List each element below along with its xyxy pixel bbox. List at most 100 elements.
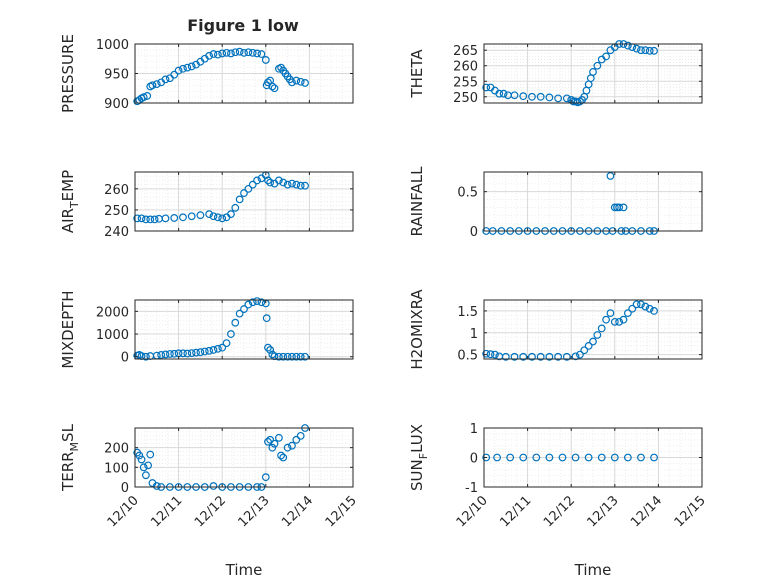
data-point <box>161 75 170 84</box>
data-point <box>222 339 231 348</box>
data-point <box>482 349 491 358</box>
data-point <box>274 176 283 185</box>
data-point <box>227 49 235 58</box>
data-point <box>144 461 152 470</box>
data-point <box>244 48 253 57</box>
y-axis-label: SUNFLUX <box>408 424 430 491</box>
y-axis-label: PRESSURE <box>59 34 77 113</box>
y-tick-label: 0.5 <box>457 349 478 364</box>
data-point <box>589 68 597 76</box>
data-point <box>296 352 305 361</box>
data-point <box>253 49 261 58</box>
data-point <box>482 453 491 462</box>
data-point <box>257 298 266 307</box>
x-tick-label: 12/10 <box>105 493 142 530</box>
data-point <box>227 210 235 219</box>
data-point <box>576 350 584 359</box>
data-point <box>179 349 187 358</box>
data-point <box>253 176 261 185</box>
data-point <box>270 352 279 361</box>
data-point <box>501 352 510 361</box>
data-point <box>296 77 305 86</box>
y-tick-label: -1 <box>465 481 478 496</box>
data-point <box>209 482 218 490</box>
data-point <box>141 471 150 480</box>
subplot-air-temp: 240 250 260 AIRTEMP <box>59 170 354 240</box>
data-point <box>266 346 275 354</box>
x-axis-label: Time <box>574 561 612 579</box>
data-point <box>536 352 545 361</box>
data-point <box>274 352 283 361</box>
data-point <box>222 48 231 57</box>
y-tick-label: 255 <box>453 75 478 90</box>
axes-box <box>134 427 354 488</box>
data-point <box>264 78 272 87</box>
data-point <box>528 352 536 361</box>
data-point <box>183 349 192 358</box>
x-axis-label: Time <box>225 561 263 579</box>
y-tick-label: 0 <box>470 452 478 467</box>
data-point <box>493 453 501 462</box>
data-point <box>584 453 593 462</box>
data-point <box>231 48 240 57</box>
y-axis-label: THETA <box>408 49 426 99</box>
data-point <box>532 453 541 462</box>
data-point <box>288 179 296 188</box>
x-tick-label: 12/11 <box>497 493 534 530</box>
x-tick-label: 12/14 <box>279 493 316 530</box>
data-point <box>268 443 277 452</box>
axes-box <box>483 299 703 360</box>
data-point <box>205 51 214 60</box>
data-point <box>628 304 637 313</box>
y-tick-label: 0 <box>121 481 129 496</box>
data-point <box>288 441 296 450</box>
y-axis-label: MIXDEPTH <box>59 290 77 368</box>
data-point <box>209 212 218 221</box>
data-point <box>205 210 214 219</box>
data-point <box>296 181 305 190</box>
data-point <box>187 212 196 221</box>
data-point <box>152 482 161 490</box>
data-point <box>165 74 174 83</box>
data-point <box>240 48 248 57</box>
data-point <box>196 348 205 357</box>
data-point <box>218 49 227 58</box>
y-tick-label: 900 <box>104 97 129 112</box>
subplot-rainfall: 0 0.5 RAINFALL <box>408 166 703 240</box>
data-point <box>266 178 275 187</box>
y-tick-label: 100 <box>104 461 129 476</box>
x-tick-label: 12/12 <box>192 493 229 530</box>
data-point <box>650 46 658 55</box>
data-point <box>274 433 283 442</box>
x-tick-label: 12/13 <box>585 493 622 530</box>
data-point <box>482 83 491 92</box>
data-point <box>510 91 519 100</box>
data-point <box>288 78 296 87</box>
data-point <box>606 309 615 318</box>
x-tick-label: 12/15 <box>672 493 709 530</box>
data-point <box>200 347 209 356</box>
data-point <box>283 352 292 361</box>
y-tick-label: 240 <box>104 225 129 240</box>
data-point <box>268 350 277 359</box>
data-point <box>261 56 270 64</box>
data-point <box>187 62 196 71</box>
y-tick-label: 1.5 <box>457 305 478 320</box>
data-point <box>637 300 645 309</box>
data-point <box>519 352 528 361</box>
data-point <box>179 213 187 222</box>
data-point <box>264 176 272 185</box>
data-point <box>148 81 157 90</box>
y-axis-label: RAINFALL <box>408 166 426 237</box>
data-point <box>146 215 155 224</box>
data-point <box>277 451 285 460</box>
data-point <box>257 50 266 58</box>
y-tick-label: 1000 <box>96 38 129 53</box>
y-tick-label: 250 <box>453 91 478 106</box>
data-point <box>606 172 615 180</box>
subplot-terr-msl: 0 100 200 TERRMSL 12/10 12/11 12/12 12/13 12/14 1… <box>59 423 360 579</box>
data-point <box>545 453 554 462</box>
data-point <box>615 317 624 326</box>
data-point <box>205 346 214 355</box>
data-point <box>589 337 597 346</box>
